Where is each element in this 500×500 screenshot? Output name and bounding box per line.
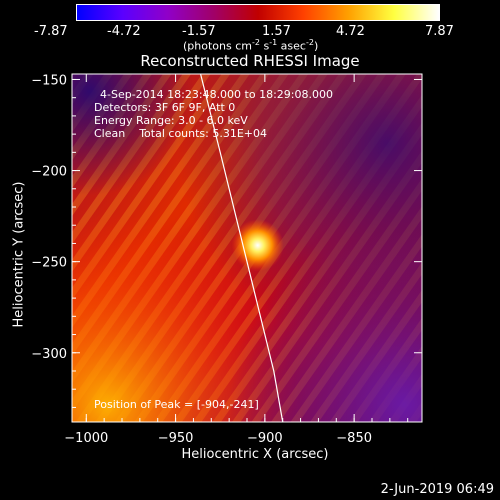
colorbar-units: (photons cm-2 s-1 asec-2) [183, 38, 318, 53]
x-tick-label: −1000 [64, 431, 108, 446]
y-tick-label: −200 [31, 165, 67, 180]
peak-source [231, 219, 284, 272]
y-tick-label: −300 [31, 347, 67, 362]
solar-limb-line [199, 74, 284, 422]
info-line: 4-Sep-2014 18:23:48.000 to 18:29:08.000 [100, 88, 333, 101]
y-tick-label: −250 [31, 256, 67, 271]
colorbar-tick-label: 1.57 [262, 24, 291, 39]
units-exp: -1 [269, 38, 278, 47]
colorbar-tick-label: -4.72 [107, 24, 141, 39]
colorbar-tick-label: 7.87 [425, 24, 454, 39]
x-axis-label: Heliocentric X (arcsec) [181, 447, 329, 462]
units-text: asec [277, 39, 306, 53]
y-axis-label: Heliocentric Y (arcsec) [11, 181, 27, 328]
units-text: ) [313, 39, 319, 53]
units-exp: -2 [305, 38, 314, 47]
info-line: Energy Range: 3.0 - 6.0 keV [94, 114, 248, 127]
info-line: Detectors: 3F 6F 9F, Att 0 [94, 101, 236, 114]
colorbar-tick-label: -1.57 [182, 24, 216, 39]
footer-date: 2-Jun-2019 06:49 [380, 482, 494, 497]
x-tick-label: −900 [247, 431, 283, 446]
y-tick-label: −150 [31, 73, 67, 88]
units-text: (photons cm [183, 39, 252, 53]
x-tick-label: −950 [158, 431, 194, 446]
colorbar-tick-label: -7.87 [34, 24, 68, 39]
units-exp: -2 [251, 38, 260, 47]
info-line: Clean Total counts: 5.31E+04 [94, 127, 268, 140]
peak-position-label: Position of Peak = [-904,-241] [94, 398, 259, 411]
x-tick-label: −850 [336, 431, 372, 446]
chart-title: Reconstructed RHESSI Image [140, 52, 360, 70]
colorbar [76, 4, 440, 21]
units-text: s [259, 39, 270, 53]
colorbar-tick-label: 4.72 [336, 24, 365, 39]
